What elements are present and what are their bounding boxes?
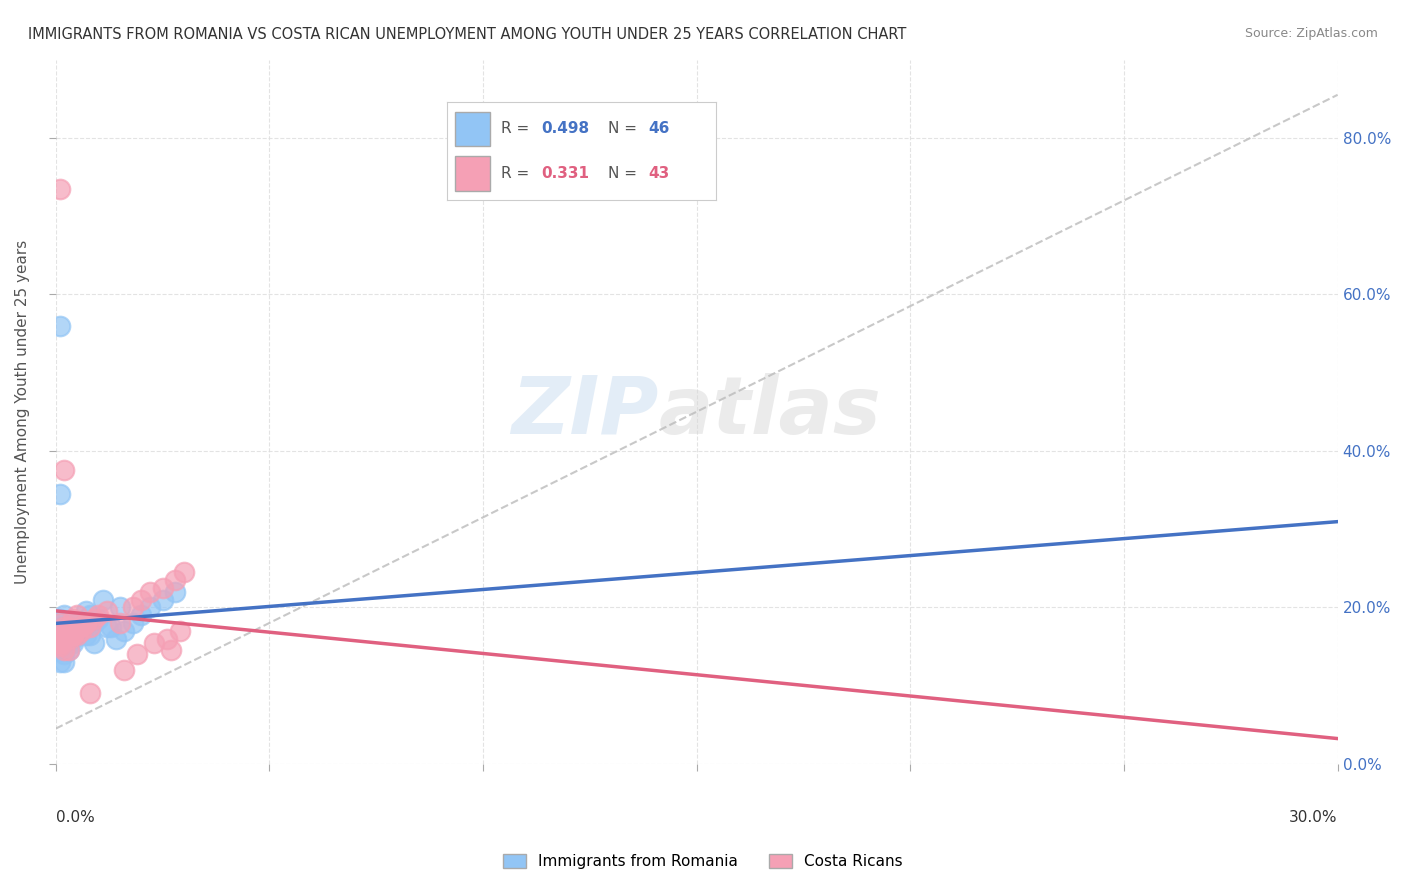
Point (108, 615, 131, 630)
Point (53, 608, 76, 623)
Y-axis label: Unemployment Among Youth under 25 years: Unemployment Among Youth under 25 years (15, 240, 30, 584)
Point (58, 635, 80, 649)
Point (156, 632, 179, 646)
Point (49, 632, 72, 646)
Text: ZIP: ZIP (510, 373, 658, 450)
Point (49, 612, 72, 626)
Point (49, 182, 72, 196)
Point (58, 624, 80, 638)
Point (49, 635, 72, 649)
Point (53, 643, 76, 657)
Point (79, 628, 101, 642)
Point (49, 632, 72, 646)
Point (58, 628, 80, 642)
Point (49, 620, 72, 634)
Point (49, 635, 72, 649)
Point (58, 620, 80, 634)
Point (62, 612, 84, 626)
Point (79, 620, 101, 634)
Point (108, 600, 131, 615)
Point (49, 655, 72, 669)
Text: 30.0%: 30.0% (1289, 810, 1337, 824)
Point (62, 615, 84, 630)
Text: atlas: atlas (658, 373, 882, 450)
Point (79, 686, 101, 700)
Point (70, 624, 93, 638)
Legend: Immigrants from Romania, Costa Ricans: Immigrants from Romania, Costa Ricans (498, 848, 908, 875)
Point (104, 632, 127, 646)
Point (58, 643, 80, 657)
Point (87, 608, 110, 623)
Point (173, 565, 195, 579)
Point (121, 600, 143, 615)
Point (53, 655, 76, 669)
Point (160, 643, 183, 657)
Point (62, 628, 84, 642)
Point (49, 640, 72, 654)
Point (53, 620, 76, 634)
Point (62, 635, 84, 649)
Point (58, 632, 80, 646)
Point (62, 628, 84, 642)
Point (138, 584, 160, 599)
Point (53, 628, 76, 642)
Point (121, 615, 143, 630)
Point (129, 608, 152, 623)
Point (53, 628, 76, 642)
Point (49, 640, 72, 654)
Point (75, 615, 97, 630)
Point (100, 620, 122, 634)
Point (53, 463, 76, 477)
Point (83, 615, 105, 630)
Point (58, 643, 80, 657)
Point (152, 592, 174, 607)
Point (70, 620, 93, 634)
Point (66, 628, 89, 642)
Text: Source: ZipAtlas.com: Source: ZipAtlas.com (1244, 27, 1378, 40)
Point (49, 643, 72, 657)
Point (165, 573, 187, 587)
Point (125, 648, 148, 662)
Point (96, 620, 118, 634)
Point (49, 635, 72, 649)
Point (83, 612, 105, 626)
Point (66, 628, 89, 642)
Point (83, 635, 105, 649)
Point (49, 635, 72, 649)
Point (79, 608, 101, 623)
Point (53, 632, 76, 646)
Point (87, 612, 110, 626)
Point (75, 604, 97, 618)
Point (112, 624, 135, 638)
Point (96, 604, 118, 618)
Point (152, 581, 174, 595)
Point (138, 600, 160, 615)
Text: IMMIGRANTS FROM ROMANIA VS COSTA RICAN UNEMPLOYMENT AMONG YOUTH UNDER 25 YEARS C: IMMIGRANTS FROM ROMANIA VS COSTA RICAN U… (28, 27, 907, 42)
Point (70, 615, 93, 630)
Point (58, 632, 80, 646)
Point (62, 632, 84, 646)
Point (53, 635, 76, 649)
Point (165, 584, 187, 599)
Point (49, 632, 72, 646)
Point (49, 487, 72, 501)
Point (75, 628, 97, 642)
Text: 0.0%: 0.0% (56, 810, 94, 824)
Point (169, 624, 191, 638)
Point (70, 624, 93, 638)
Point (53, 643, 76, 657)
Point (112, 663, 135, 677)
Point (49, 318, 72, 333)
Point (91, 592, 114, 607)
Point (75, 615, 97, 630)
Point (66, 608, 89, 623)
Point (49, 615, 72, 630)
Point (143, 635, 166, 649)
Point (58, 624, 80, 638)
Point (66, 620, 89, 634)
Point (129, 592, 152, 607)
Point (53, 648, 76, 662)
